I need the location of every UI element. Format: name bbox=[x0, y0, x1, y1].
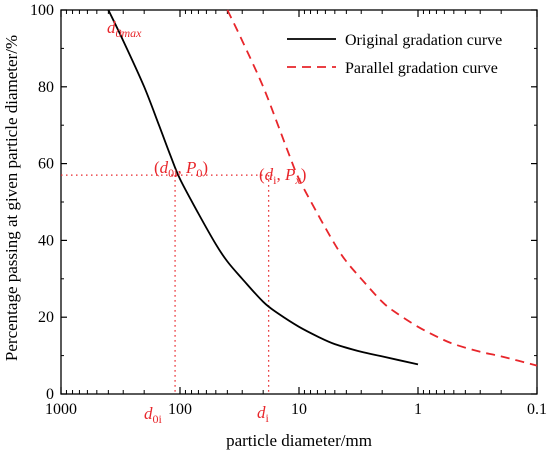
x-axis-label: particle diameter/mm bbox=[226, 431, 372, 450]
legend-label-2: Parallel gradation curve bbox=[345, 60, 498, 77]
axes: 0 20 40 60 80 100 1000 100 10 1 0.1 bbox=[30, 2, 547, 418]
annotations: d0max (d0i, P0) (di, Px) d0i di bbox=[107, 18, 306, 426]
point-2-label: (di, Px) bbox=[259, 165, 306, 187]
y-tick-label: 20 bbox=[38, 309, 54, 326]
x-marker-d0i: d0i bbox=[144, 404, 163, 426]
legend: Original gradation curve Parallel gradati… bbox=[287, 32, 502, 77]
y-tick-label: 80 bbox=[38, 79, 54, 96]
x-tick-label: 1 bbox=[414, 401, 422, 418]
x-tick-label: 1000 bbox=[45, 401, 77, 418]
y-tick-label: 0 bbox=[46, 386, 54, 403]
legend-label-1: Original gradation curve bbox=[345, 32, 502, 49]
y-tick-label: 60 bbox=[38, 156, 54, 173]
original-gradation-curve bbox=[107, 9, 419, 366]
reference-lines bbox=[61, 174, 273, 394]
y-tick-label: 100 bbox=[30, 2, 54, 19]
series-lines bbox=[107, 9, 538, 367]
dmax-label: d0max bbox=[107, 18, 142, 40]
x-marker-di: di bbox=[257, 403, 270, 425]
x-tick-label: 10 bbox=[291, 401, 307, 418]
point-1-label: (d0i, P0) bbox=[154, 158, 208, 180]
y-tick-label: 40 bbox=[38, 232, 54, 249]
y-axis-label: Percentage passing at given particle dia… bbox=[2, 35, 21, 361]
x-tick-label: 100 bbox=[168, 401, 192, 418]
parallel-gradation-curve bbox=[226, 9, 538, 367]
x-tick-label: 0.1 bbox=[527, 401, 547, 418]
